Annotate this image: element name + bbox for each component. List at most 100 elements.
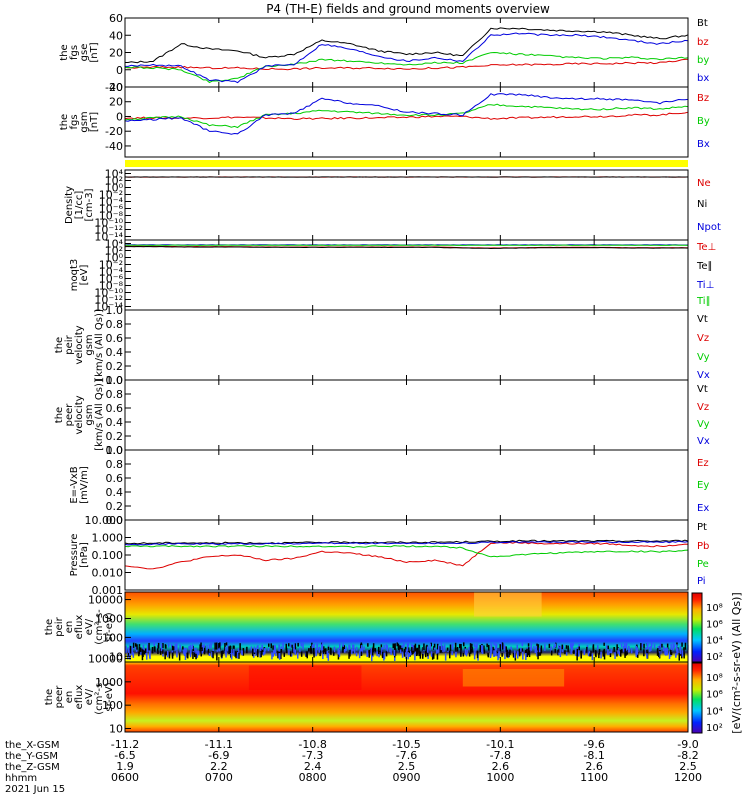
noise-speck	[291, 644, 293, 648]
noise-speck	[433, 643, 436, 648]
noise-speck	[538, 647, 541, 653]
y-tick-label: 10⁻¹⁰	[94, 287, 123, 300]
noise-speck	[176, 643, 178, 651]
noise-speck	[323, 648, 326, 652]
noise-speck	[559, 647, 561, 653]
noise-speck	[530, 643, 532, 651]
legend-entry-Vy: Vy	[697, 419, 710, 430]
noise-speck	[283, 652, 285, 657]
noise-speck	[146, 648, 148, 653]
noise-speck	[576, 653, 578, 661]
y-axis-label: sr-eV)	[104, 682, 115, 711]
noise-speck	[212, 651, 214, 659]
noise-speck	[141, 648, 143, 656]
noise-speck	[410, 650, 412, 656]
noise-speck	[326, 651, 328, 658]
noise-speck	[412, 645, 414, 651]
noise-speck	[211, 652, 213, 658]
noise-speck	[451, 651, 453, 655]
noise-speck	[668, 651, 671, 659]
noise-speck	[193, 647, 195, 656]
noise-speck	[501, 653, 503, 657]
noise-speck	[580, 651, 582, 659]
noise-speck	[606, 645, 608, 649]
y-tick-label: 10⁻⁴	[99, 266, 124, 279]
noise-speck	[490, 649, 492, 657]
noise-speck	[370, 647, 372, 655]
noise-speck	[327, 646, 330, 650]
noise-speck	[313, 652, 315, 658]
noise-speck	[353, 648, 356, 654]
noise-speck	[345, 646, 347, 651]
panel-frame	[124, 17, 689, 88]
noise-speck	[527, 643, 530, 647]
y-tick-label: 0.2	[106, 430, 124, 443]
noise-speck	[616, 644, 618, 651]
noise-speck	[603, 648, 605, 655]
x-axis-value: -11.1	[205, 738, 233, 751]
noise-speck	[635, 645, 637, 653]
noise-speck	[506, 653, 508, 658]
y-axis-label: gse	[79, 44, 90, 62]
noise-speck	[540, 645, 543, 654]
noise-speck	[495, 644, 498, 651]
noise-speck	[195, 647, 197, 654]
noise-speck	[278, 644, 280, 652]
noise-speck	[598, 649, 601, 655]
noise-speck	[576, 648, 579, 657]
noise-speck	[533, 646, 535, 650]
y-tick-label: 40	[109, 81, 123, 94]
y-tick-label: 10⁻¹⁴	[94, 231, 123, 244]
noise-speck	[310, 646, 312, 654]
noise-speck	[343, 645, 345, 650]
noise-speck	[499, 644, 501, 652]
noise-speck	[242, 648, 245, 656]
noise-speck	[562, 645, 564, 649]
y-tick-label: 1.000	[92, 532, 124, 545]
noise-speck	[471, 647, 473, 653]
noise-speck	[578, 650, 580, 657]
noise-speck	[174, 643, 176, 651]
noise-speck	[311, 642, 313, 647]
noise-speck	[399, 649, 402, 654]
noise-speck	[646, 653, 648, 659]
noise-speck	[408, 653, 411, 657]
noise-speck	[636, 647, 639, 655]
noise-speck	[488, 644, 490, 651]
noise-speck	[460, 646, 462, 655]
y-tick-label: 10²	[105, 245, 123, 258]
noise-speck	[257, 649, 259, 658]
panel-temperature: Te⊥Te∥Ti⊥Ti∥10⁴10²10⁰10⁻²10⁻⁴10⁻⁶10⁻⁸10⁻…	[69, 238, 716, 314]
y-tick-label: -40	[105, 140, 123, 153]
noise-speck	[544, 644, 546, 651]
noise-speck	[666, 647, 668, 656]
y-axis-label: moqt3	[69, 259, 80, 292]
noise-speck	[179, 644, 181, 652]
noise-speck	[672, 646, 674, 650]
noise-speck	[444, 653, 447, 661]
noise-speck	[159, 648, 162, 655]
panel-density: Ne Ni Npot 10⁴10²10⁰10⁻²10⁻⁴10⁻⁶10⁻⁸10⁻¹⁰10…	[64, 168, 721, 244]
noise-speck	[647, 643, 649, 650]
y-tick-label: 0.0	[106, 444, 124, 457]
y-axis-label: E=-VxB	[69, 466, 80, 503]
noise-speck	[521, 648, 524, 652]
noise-speck	[173, 646, 175, 651]
x-axis-row-label: hhmm	[5, 773, 37, 784]
noise-speck	[253, 653, 255, 658]
noise-speck	[598, 653, 600, 659]
noise-speck	[525, 649, 527, 654]
noise-speck	[272, 652, 274, 657]
noise-speck	[517, 651, 520, 656]
y-axis-label: Density	[64, 186, 75, 224]
noise-speck	[676, 642, 678, 646]
legend-entry-Vt: Vt	[697, 314, 708, 325]
noise-speck	[616, 651, 618, 657]
noise-speck	[360, 645, 363, 651]
noise-speck	[259, 652, 261, 658]
y-axis-label: peir	[64, 334, 75, 354]
noise-speck	[348, 652, 350, 659]
legend-entry-bx: bx	[697, 73, 709, 84]
y-tick-label: 0.6	[106, 472, 124, 485]
noise-speck	[385, 644, 387, 650]
